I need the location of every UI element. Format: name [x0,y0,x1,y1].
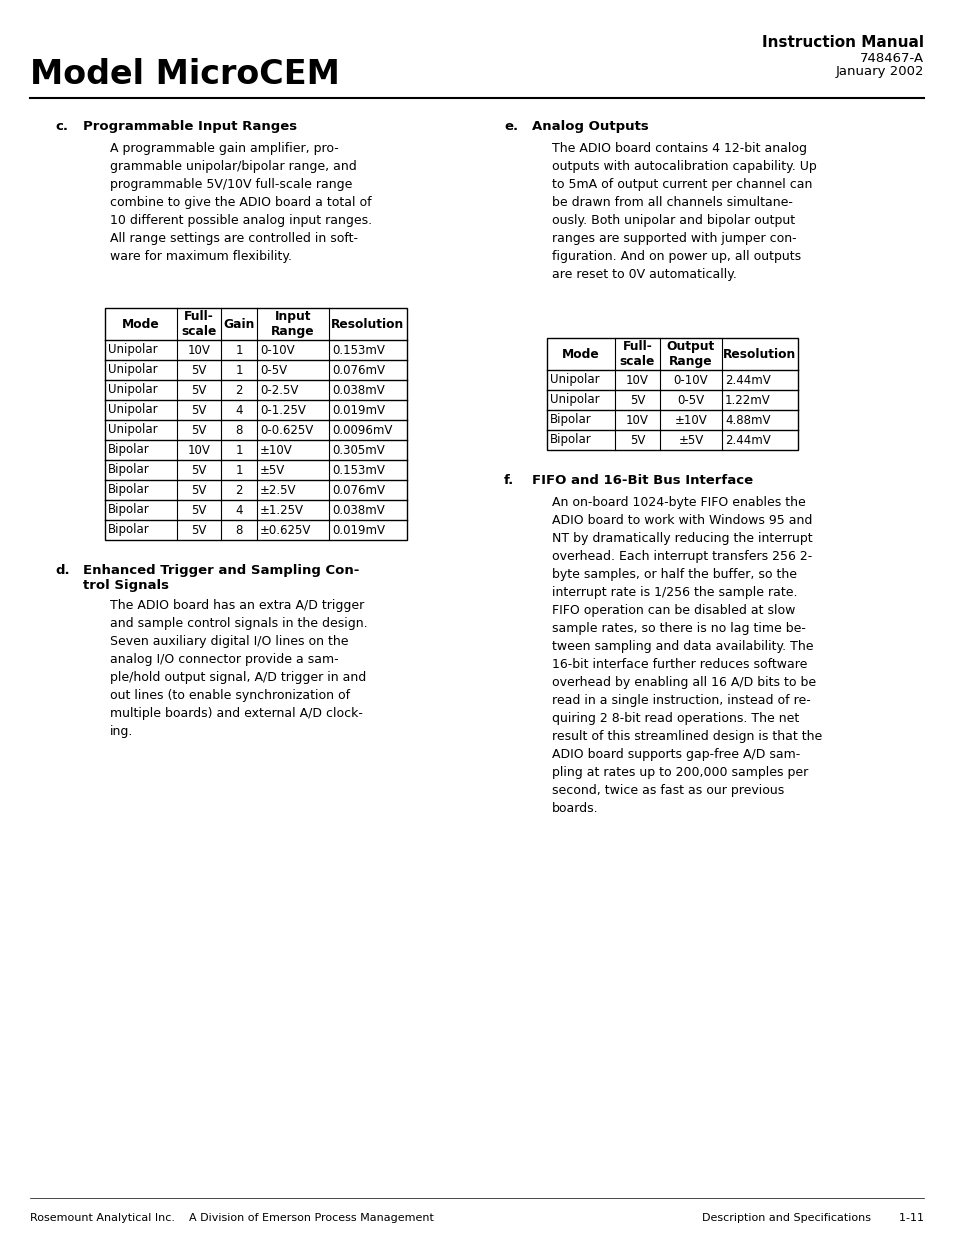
Text: 0-0.625V: 0-0.625V [260,424,313,436]
Text: 0.153mV: 0.153mV [332,343,384,357]
Text: 5V: 5V [192,524,207,536]
Text: The ADIO board contains 4 12-bit analog
outputs with autocalibration capability.: The ADIO board contains 4 12-bit analog … [552,142,816,282]
Text: 5V: 5V [192,384,207,396]
Text: 5V: 5V [192,483,207,496]
Text: 748467-A: 748467-A [859,52,923,65]
Text: Mode: Mode [122,317,160,331]
Bar [546,338,797,450]
Text: 1: 1 [235,443,242,457]
Text: January 2002: January 2002 [835,65,923,78]
Text: 0-5V: 0-5V [260,363,287,377]
Text: Input
Range: Input Range [271,310,314,338]
Text: Bipolar: Bipolar [108,443,150,457]
Text: FIFO and 16-Bit Bus Interface: FIFO and 16-Bit Bus Interface [532,474,752,487]
Text: 8: 8 [235,524,242,536]
Text: 0.019mV: 0.019mV [332,524,385,536]
Text: 5V: 5V [629,433,644,447]
Text: 10V: 10V [625,373,648,387]
Text: Resolution: Resolution [722,347,796,361]
Text: trol Signals: trol Signals [83,579,169,592]
Text: 2.44mV: 2.44mV [724,373,770,387]
Text: 5V: 5V [192,404,207,416]
Text: 0-10V: 0-10V [260,343,294,357]
Text: 0.153mV: 0.153mV [332,463,384,477]
Text: Bipolar: Bipolar [108,483,150,496]
Text: 2.44mV: 2.44mV [724,433,770,447]
Text: 4: 4 [235,404,242,416]
Text: 1: 1 [235,343,242,357]
Text: 1: 1 [235,363,242,377]
Bar [105,308,407,540]
Text: Output
Range: Output Range [666,340,715,368]
Text: ±2.5V: ±2.5V [260,483,296,496]
Text: Bipolar: Bipolar [108,504,150,516]
Text: Unipolar: Unipolar [108,363,157,377]
Text: 0.038mV: 0.038mV [332,384,384,396]
Text: 0-10V: 0-10V [673,373,707,387]
Text: Rosemount Analytical Inc.    A Division of Emerson Process Management: Rosemount Analytical Inc. A Division of … [30,1213,434,1223]
Text: 0.076mV: 0.076mV [332,483,385,496]
Text: 0.038mV: 0.038mV [332,504,384,516]
Text: 5V: 5V [192,463,207,477]
Text: ±10V: ±10V [674,414,706,426]
Text: Instruction Manual: Instruction Manual [761,35,923,49]
Text: 1.22mV: 1.22mV [724,394,770,406]
Text: 10V: 10V [625,414,648,426]
Text: Programmable Input Ranges: Programmable Input Ranges [83,120,296,133]
Text: f.: f. [503,474,514,487]
Text: 0.0096mV: 0.0096mV [332,424,392,436]
Text: A programmable gain amplifier, pro-
grammable unipolar/bipolar range, and
progra: A programmable gain amplifier, pro- gram… [110,142,372,263]
Text: 0-2.5V: 0-2.5V [260,384,298,396]
Text: 0.019mV: 0.019mV [332,404,385,416]
Text: Unipolar: Unipolar [108,424,157,436]
Text: ±1.25V: ±1.25V [260,504,304,516]
Text: Enhanced Trigger and Sampling Con-: Enhanced Trigger and Sampling Con- [83,564,359,577]
Text: Bipolar: Bipolar [550,433,591,447]
Text: The ADIO board has an extra A/D trigger
and sample control signals in the design: The ADIO board has an extra A/D trigger … [110,599,367,739]
Text: Unipolar: Unipolar [550,373,599,387]
Text: Unipolar: Unipolar [550,394,599,406]
Text: 5V: 5V [192,424,207,436]
Text: ±5V: ±5V [678,433,703,447]
Text: Model MicroCEM: Model MicroCEM [30,58,339,91]
Text: Analog Outputs: Analog Outputs [532,120,648,133]
Text: 2: 2 [235,483,242,496]
Text: 2: 2 [235,384,242,396]
Text: Full-
scale: Full- scale [619,340,655,368]
Text: Mode: Mode [561,347,599,361]
Text: Resolution: Resolution [331,317,404,331]
Text: ±10V: ±10V [260,443,293,457]
Text: 5V: 5V [192,363,207,377]
Text: 5V: 5V [629,394,644,406]
Text: Full-
scale: Full- scale [181,310,216,338]
Text: Description and Specifications        1-11: Description and Specifications 1-11 [701,1213,923,1223]
Text: Unipolar: Unipolar [108,343,157,357]
Text: ±0.625V: ±0.625V [260,524,311,536]
Text: Bipolar: Bipolar [550,414,591,426]
Text: e.: e. [503,120,517,133]
Text: 0.305mV: 0.305mV [332,443,384,457]
Text: 10V: 10V [188,343,211,357]
Text: 1: 1 [235,463,242,477]
Text: 0-1.25V: 0-1.25V [260,404,306,416]
Text: 0.076mV: 0.076mV [332,363,385,377]
Text: 8: 8 [235,424,242,436]
Text: 4.88mV: 4.88mV [724,414,770,426]
Text: Unipolar: Unipolar [108,404,157,416]
Text: Gain: Gain [223,317,254,331]
Text: d.: d. [55,564,70,577]
Text: Bipolar: Bipolar [108,463,150,477]
Text: ±5V: ±5V [260,463,285,477]
Text: Unipolar: Unipolar [108,384,157,396]
Text: c.: c. [55,120,68,133]
Text: 4: 4 [235,504,242,516]
Text: Bipolar: Bipolar [108,524,150,536]
Text: 5V: 5V [192,504,207,516]
Text: An on-board 1024-byte FIFO enables the
ADIO board to work with Windows 95 and
NT: An on-board 1024-byte FIFO enables the A… [552,496,821,815]
Text: 0-5V: 0-5V [677,394,704,406]
Text: 10V: 10V [188,443,211,457]
